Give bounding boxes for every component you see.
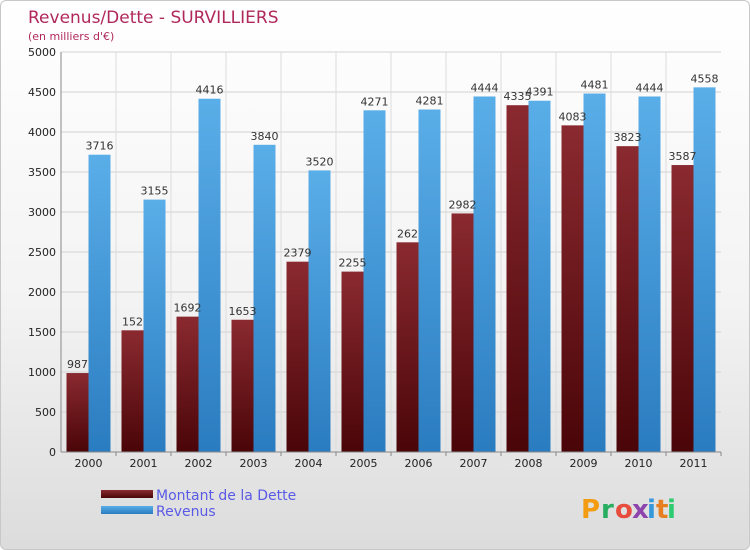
- x-tick-label: 2007: [460, 457, 488, 470]
- bar-revenus: [693, 87, 716, 453]
- data-label-debt: 4083: [559, 110, 587, 123]
- logo-letter: r: [601, 495, 614, 525]
- logo-letter: t: [656, 495, 668, 525]
- bar-revenus: [143, 199, 166, 452]
- bars: [66, 87, 716, 453]
- x-tick-label: 2000: [75, 457, 103, 470]
- y-tick-label: 3000: [28, 206, 56, 219]
- legend: Montant de la Dette Revenus: [101, 488, 296, 520]
- bar-debt: [396, 242, 419, 452]
- bar-debt: [66, 373, 89, 452]
- bar-debt: [451, 213, 474, 452]
- data-label-revenus: 4444: [636, 81, 664, 94]
- bar-debt: [616, 146, 639, 452]
- legend-swatch-debt: [101, 490, 153, 498]
- data-label-revenus: 4271: [361, 95, 389, 108]
- data-labels: 987 3716 152 3155 1692 4416 1653 3840 2379 3520 22…: [67, 72, 719, 371]
- bar-revenus: [253, 144, 276, 453]
- grid: [61, 51, 721, 453]
- logo-letter: i: [647, 495, 656, 525]
- chart-title: Revenus/Dette - SURVILLIERS: [28, 8, 279, 28]
- bar-debt: [506, 105, 529, 452]
- bar-revenus: [473, 96, 496, 452]
- data-label-revenus: 3840: [251, 130, 279, 143]
- logo-letter: P: [581, 495, 600, 525]
- data-label-debt: 4335: [504, 90, 532, 103]
- bar-revenus: [308, 170, 331, 452]
- data-label-debt: 3823: [614, 131, 642, 144]
- bar-revenus: [198, 98, 221, 452]
- bar-debt: [176, 316, 199, 452]
- logo-letter: i: [667, 495, 676, 525]
- x-tick-label: 2011: [680, 457, 708, 470]
- data-label-revenus: 3155: [141, 185, 169, 198]
- bar-revenus: [583, 93, 606, 453]
- bar-debt: [561, 125, 584, 453]
- y-tick-label: 500: [35, 406, 56, 419]
- logo-letter: x: [632, 495, 649, 525]
- data-label-revenus: 4481: [581, 79, 609, 92]
- bar-revenus: [363, 110, 386, 452]
- data-label-revenus: 4281: [416, 95, 444, 108]
- x-tick-label: 2005: [350, 457, 378, 470]
- data-label-debt: 152: [122, 315, 143, 328]
- y-tick-label: 1000: [28, 366, 56, 379]
- data-label-revenus: 4444: [471, 81, 499, 94]
- x-tick-label: 2010: [625, 457, 653, 470]
- y-tick-label: 2000: [28, 286, 56, 299]
- data-label-debt: 2379: [284, 247, 312, 260]
- y-tick-label: 3500: [28, 166, 56, 179]
- logo-letter: o: [615, 495, 633, 525]
- y-tick-label: 4500: [28, 86, 56, 99]
- legend-label-debt: Montant de la Dette: [156, 488, 296, 504]
- y-tick-label: 2500: [28, 246, 56, 259]
- y-tick-label: 5000: [28, 46, 56, 59]
- x-tick-label: 2009: [570, 457, 598, 470]
- y-tick-label: 1500: [28, 326, 56, 339]
- bar-debt: [341, 271, 364, 452]
- data-label-debt: 2982: [449, 198, 477, 211]
- data-label-revenus: 4558: [691, 72, 719, 85]
- bar-revenus: [88, 154, 111, 452]
- y-tick-label: 4000: [28, 126, 56, 139]
- bar-revenus: [638, 96, 661, 452]
- data-label-debt: 262: [397, 227, 418, 240]
- axes: 0 500 1000 1500 2000 2500 3000 3500 4000 4500 5000…: [28, 46, 722, 470]
- y-tick-label: 0: [49, 446, 56, 459]
- legend-label-revenus: Revenus: [156, 504, 216, 520]
- bar-revenus: [528, 100, 551, 452]
- bar-debt: [121, 330, 144, 452]
- x-tick-label: 2001: [130, 457, 158, 470]
- x-tick-label: 2006: [405, 457, 433, 470]
- chart-subtitle: (en milliers d'€): [28, 30, 114, 43]
- data-label-debt: 987: [67, 358, 88, 371]
- data-label-debt: 3587: [669, 150, 697, 163]
- bar-revenus: [418, 109, 441, 453]
- data-label-debt: 2255: [339, 257, 367, 270]
- data-label-revenus: 4416: [196, 84, 224, 97]
- data-label-revenus: 3716: [86, 140, 114, 153]
- x-tick-label: 2003: [240, 457, 268, 470]
- x-tick-label: 2002: [185, 457, 213, 470]
- data-label-debt: 1692: [174, 302, 202, 315]
- data-label-revenus: 3520: [306, 155, 334, 168]
- x-tick-label: 2004: [295, 457, 323, 470]
- data-label-revenus: 4391: [526, 86, 554, 99]
- bar-debt: [231, 319, 254, 452]
- x-tick-label: 2008: [515, 457, 543, 470]
- bar-debt: [286, 261, 309, 452]
- data-label-debt: 1653: [229, 305, 257, 318]
- legend-swatch-revenus: [101, 506, 153, 514]
- bar-debt: [671, 165, 694, 453]
